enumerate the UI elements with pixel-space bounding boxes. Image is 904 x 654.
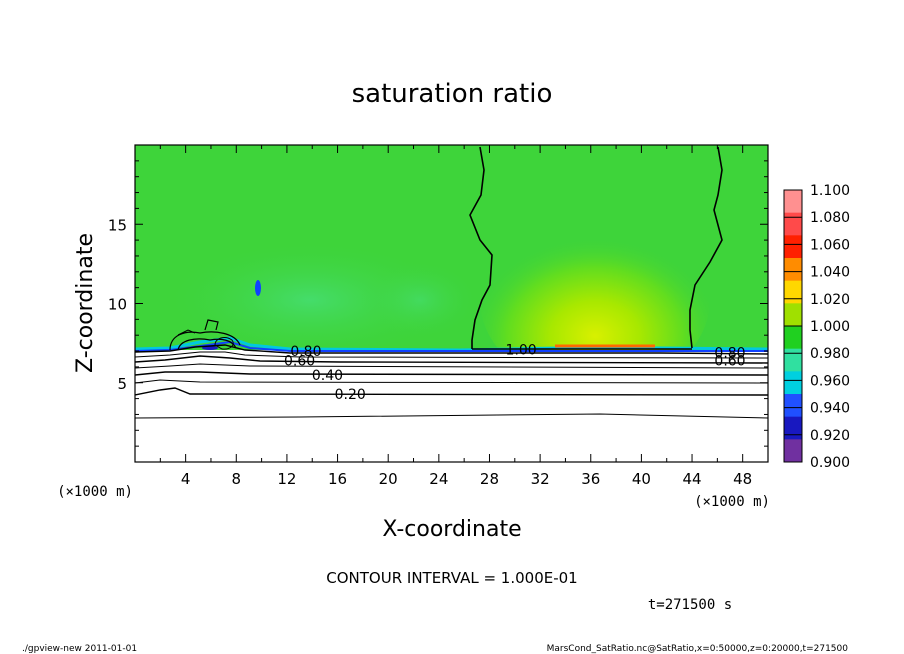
x-tick-label: 44	[682, 470, 701, 488]
colorbar-segment	[784, 258, 802, 282]
colorbar-segment	[784, 303, 802, 327]
contour-label: 1.00	[506, 342, 537, 358]
colorbar-label: 0.900	[810, 455, 850, 471]
y-tick-label: 15	[108, 216, 127, 234]
x-tick-label: 28	[480, 470, 499, 488]
contour-label: 0.80	[290, 344, 321, 360]
chart-title: saturation ratio	[352, 79, 553, 109]
x-tick-label: 32	[531, 470, 550, 488]
contour-label: 0.80	[714, 346, 745, 362]
colorbar-segment	[784, 348, 802, 372]
colorbar-label: 1.080	[810, 210, 850, 226]
plot-area: 0.800.600.400.201.00 0.800.60	[135, 145, 768, 462]
contour-interval-note: CONTOUR INTERVAL = 1.000E-01	[326, 569, 577, 587]
x-axis-unit: (×1000 m)	[694, 494, 770, 510]
x-axis: 4 8 12 16 20 24 28 32 36 40 44 48	[159, 145, 752, 488]
contour-line-040	[135, 371, 768, 376]
contour-cell-left-1	[169, 331, 241, 351]
y-axis-label: Z-coordinate	[73, 233, 98, 373]
field-ground-layer	[135, 350, 768, 462]
contour-labels: 0.800.600.400.201.00 0.800.60	[284, 342, 746, 402]
x-tick-label: 24	[429, 470, 448, 488]
x-tick-label: 36	[581, 470, 600, 488]
colorbar-label: 1.100	[810, 183, 850, 199]
colorbar-segment	[784, 280, 802, 304]
y-tick-label: 10	[108, 296, 127, 314]
contour-label: 0.20	[335, 387, 366, 403]
contour-line-100-right	[689, 146, 723, 349]
contour-label: 0.40	[312, 368, 343, 384]
x-tick-label: 40	[632, 470, 651, 488]
contour-line-050	[135, 363, 768, 369]
x-tick-label: 4	[181, 470, 191, 488]
colorbar-label: 0.920	[810, 428, 850, 444]
contour-cell-left-3	[214, 337, 234, 350]
colorbar-segment	[784, 394, 802, 418]
contour-label: 0.60	[284, 354, 315, 370]
field-blue-spot-small	[202, 346, 218, 350]
contour-cell-left-2	[177, 338, 237, 351]
colorbar-label: 1.060	[810, 237, 850, 253]
field-cyan-boundary	[135, 336, 768, 352]
x-tick-label: 20	[379, 470, 398, 488]
contour-line-030	[135, 379, 768, 384]
x-tick-label: 12	[277, 470, 296, 488]
colorbar-segment	[784, 235, 802, 259]
contour-cell-left-5	[177, 329, 196, 336]
y-axis-unit: (×1000 m)	[57, 484, 133, 500]
colorbar-segment	[784, 326, 802, 350]
x-tick-label: 48	[733, 470, 752, 488]
y-axis: 5 10 15	[108, 160, 768, 447]
colorbar-label: 1.040	[810, 265, 850, 281]
colorbar-segment	[784, 190, 802, 214]
colorbar-segment	[784, 371, 802, 395]
contour-label: 0.60	[714, 354, 745, 370]
field-blue-spot	[255, 280, 261, 296]
colorbar-label: 0.980	[810, 346, 850, 362]
contour-line-010	[135, 413, 768, 419]
colorbar-label: 1.020	[810, 292, 850, 308]
x-tick-label: 16	[328, 470, 347, 488]
time-note: t=271500 s	[648, 597, 732, 613]
colorbar-label: 0.960	[810, 373, 850, 389]
y-tick-label: 5	[117, 375, 127, 393]
contour-line-070	[135, 351, 768, 359]
contour-lines	[135, 146, 768, 419]
contour-cell-left-4	[204, 319, 219, 331]
contour-line-100-left	[469, 146, 493, 349]
field-teal-region-mid	[360, 260, 480, 340]
contour-line-020	[135, 387, 768, 396]
colorbar-segment	[784, 212, 802, 236]
colorbar-label: 0.940	[810, 401, 850, 417]
footer-left: ./gpview-new 2011-01-01	[22, 644, 137, 654]
colorbar-segment	[784, 416, 802, 440]
x-tick-label: 8	[232, 470, 242, 488]
x-axis-label: X-coordinate	[382, 517, 521, 542]
colorbar: 1.100 1.080 1.060 1.040 1.020 1.000 0.980 0.960…	[783, 183, 850, 471]
colorbar-label: 1.000	[810, 319, 850, 335]
footer-right: MarsCond_SatRatio.nc@SatRatio,x=0:50000,…	[547, 644, 849, 654]
colorbar-segment	[784, 439, 802, 463]
contour-line-060	[135, 355, 768, 364]
